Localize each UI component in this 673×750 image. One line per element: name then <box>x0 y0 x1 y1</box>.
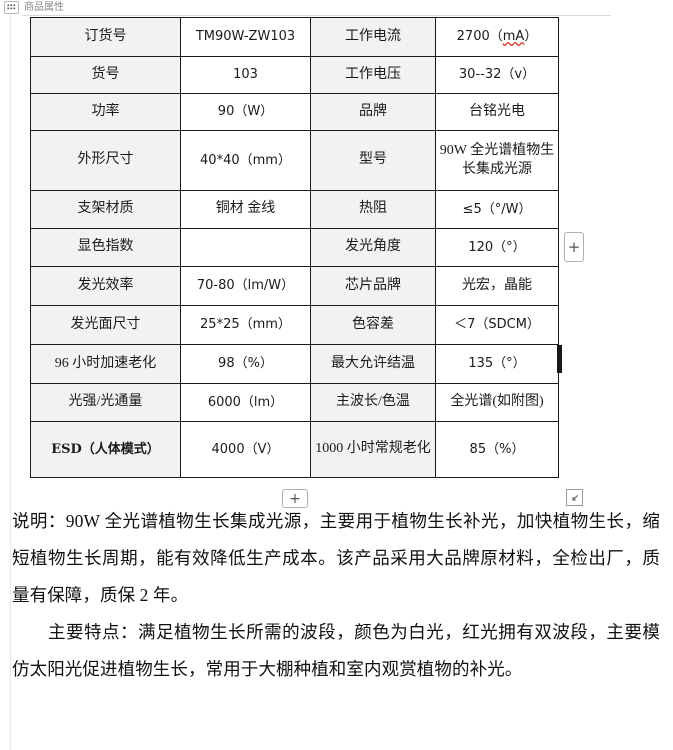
cell-key[interactable]: 色容差 <box>310 305 436 345</box>
cell-key[interactable]: 货号 <box>30 56 181 94</box>
cell-value[interactable]: 85（%） <box>435 421 559 478</box>
table-move-handle-icon[interactable] <box>4 1 19 14</box>
cell-key[interactable]: 工作电流 <box>310 17 436 57</box>
cell-value[interactable]: 台铭光电 <box>435 93 559 131</box>
cell-key[interactable]: 芯片品牌 <box>310 266 436 306</box>
cell-value[interactable]: 103 <box>180 56 311 94</box>
spellcheck-word: mA <box>502 29 525 45</box>
cell-value[interactable]: 2700（mA） <box>435 17 559 57</box>
table-row: 支架材质 铜材 金线 热阻 ≤5（°/W） <box>30 190 559 229</box>
cell-key[interactable]: 发光角度 <box>310 228 436 267</box>
cell-key[interactable]: 支架材质 <box>30 190 181 229</box>
cell-key[interactable]: 外形尺寸 <box>30 130 181 191</box>
table-row: 光强/光通量 6000（lm） 主波长/色温 全光谱(如附图) <box>30 383 559 422</box>
cell-value[interactable]: 铜材 金线 <box>180 190 311 229</box>
table-row: 显色指数 发光角度 120（°） <box>30 228 559 267</box>
add-row-button[interactable]: + <box>282 489 308 508</box>
cell-key[interactable]: 光强/光通量 <box>30 383 181 422</box>
table-row: 功率 90（W） 品牌 台铭光电 <box>30 93 559 131</box>
add-column-button[interactable]: + <box>564 232 584 262</box>
table-row: 外形尺寸 40*40（mm） 型号 90W 全光谱植物生长集成光源 <box>30 130 559 191</box>
table-row: 订货号 TM90W-ZW103 工作电流 2700（mA） <box>30 17 559 57</box>
cell-key[interactable]: ESD（人体模式） <box>30 421 181 478</box>
cell-value[interactable]: ＜7（SDCM） <box>435 305 559 345</box>
cell-value[interactable]: 全光谱(如附图) <box>435 383 559 422</box>
cell-value[interactable]: 光宏，晶能 <box>435 266 559 306</box>
table-row: ESD（人体模式） 4000（V） 1000 小时常规老化 85（%） <box>30 421 559 478</box>
features-paragraph: 主要特点：满足植物生长所需的波段，颜色为白光，红光拥有双波段，主要模仿太阳光促进… <box>12 621 660 679</box>
column-resize-handle[interactable] <box>557 345 562 373</box>
table-row: 发光面尺寸 25*25（mm） 色容差 ＜7（SDCM） <box>30 305 559 345</box>
cell-value[interactable]: 40*40（mm） <box>180 130 311 191</box>
cell-key[interactable]: 型号 <box>310 130 436 191</box>
cell-key[interactable]: 主波长/色温 <box>310 383 436 422</box>
value-prefix: 2700（ <box>456 29 503 45</box>
description-paragraph: 说明：90W 全光谱植物生长集成光源，主要用于植物生长补光，加快植物生长，缩短植… <box>12 510 660 605</box>
cell-value[interactable]: 30--32（v） <box>435 56 559 94</box>
cell-key[interactable]: 1000 小时常规老化 <box>310 421 436 478</box>
cell-key[interactable]: 发光效率 <box>30 266 181 306</box>
cell-value[interactable] <box>180 228 311 267</box>
table-resize-handle-icon[interactable] <box>566 489 583 506</box>
cell-key[interactable]: 最大允许结温 <box>310 344 436 384</box>
cell-value[interactable]: 90（W） <box>180 93 311 131</box>
header-divider <box>22 15 611 16</box>
cell-value[interactable]: 70-80（lm/W） <box>180 266 311 306</box>
table-header-strip: 商品属性 <box>0 0 673 16</box>
cell-value[interactable]: 98（%） <box>180 344 311 384</box>
cell-value[interactable]: 25*25（mm） <box>180 305 311 345</box>
cell-value[interactable]: 6000（lm） <box>180 383 311 422</box>
table-row: 货号 103 工作电压 30--32（v） <box>30 56 559 94</box>
table-caption-label: 商品属性 <box>24 2 64 13</box>
table-row: 发光效率 70-80（lm/W） 芯片品牌 光宏，晶能 <box>30 266 559 306</box>
table-row: 96 小时加速老化 98（%） 最大允许结温 135（°） <box>30 344 559 384</box>
cell-key[interactable]: 发光面尺寸 <box>30 305 181 345</box>
cell-value[interactable]: 90W 全光谱植物生长集成光源 <box>435 130 559 191</box>
cell-value[interactable]: TM90W-ZW103 <box>180 17 311 57</box>
cell-key[interactable]: 96 小时加速老化 <box>30 344 181 384</box>
cell-key[interactable]: 品牌 <box>310 93 436 131</box>
value-suffix: ） <box>524 29 538 45</box>
cell-key[interactable]: 工作电压 <box>310 56 436 94</box>
cell-value[interactable]: 4000（V） <box>180 421 311 478</box>
product-spec-table: 订货号 TM90W-ZW103 工作电流 2700（mA） 货号 103 工作电… <box>30 17 559 478</box>
cell-value[interactable]: 135（°） <box>435 344 559 384</box>
cell-value[interactable]: ≤5（°/W） <box>435 190 559 229</box>
cell-key[interactable]: 功率 <box>30 93 181 131</box>
cell-key[interactable]: 订货号 <box>30 17 181 57</box>
cell-value[interactable]: 120（°） <box>435 228 559 267</box>
page-margin-guide <box>10 0 11 750</box>
cell-key[interactable]: 热阻 <box>310 190 436 229</box>
cell-key[interactable]: 显色指数 <box>30 228 181 267</box>
